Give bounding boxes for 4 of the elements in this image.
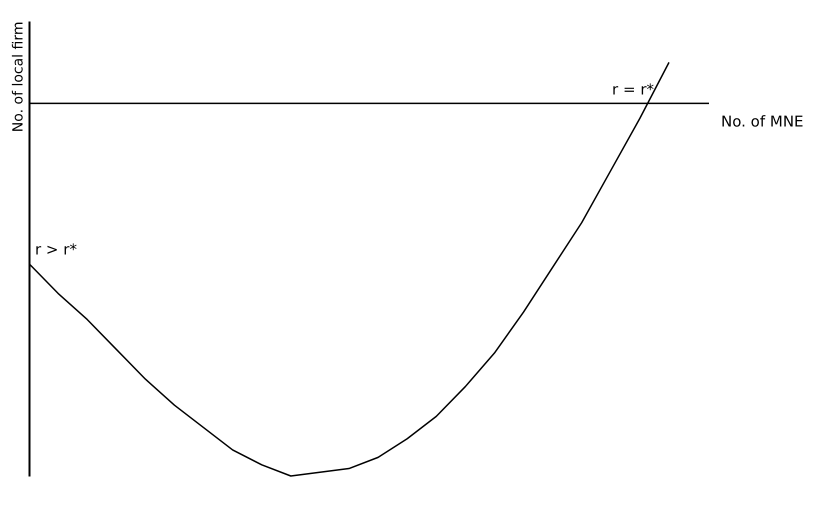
- annotation: r > r*: [35, 240, 78, 259]
- y-axis-title: No. of local firm: [10, 22, 26, 132]
- annotation: r = r*: [612, 80, 654, 98]
- x-axis-title: No. of MNE: [721, 112, 804, 130]
